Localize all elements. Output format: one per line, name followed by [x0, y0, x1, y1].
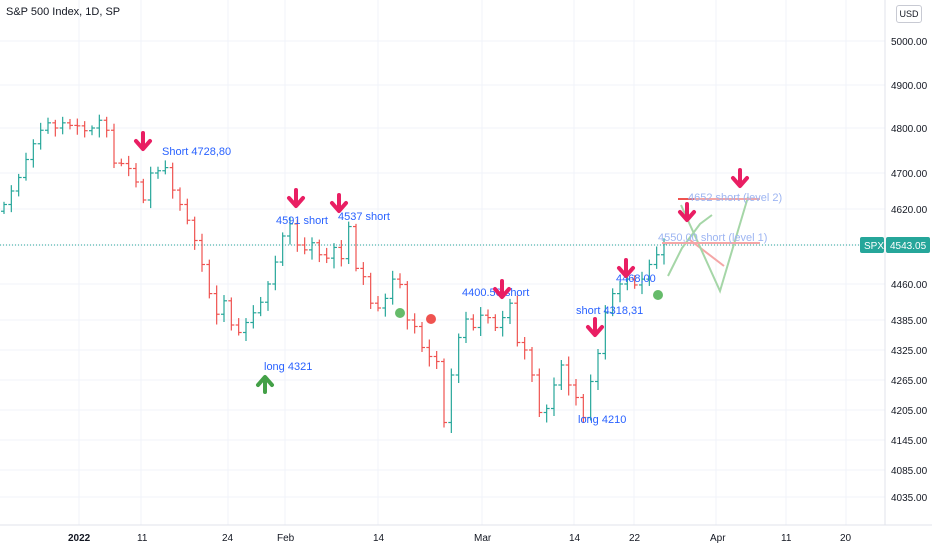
y-tick: 4700.00 — [891, 169, 928, 180]
y-tick: 5000.00 — [891, 37, 928, 48]
annotations: Short 4728,80 4591 short 4537 short long… — [162, 146, 782, 426]
symbol-badge-text: SPX — [864, 241, 884, 252]
x-tick: 2022 — [68, 533, 91, 544]
y-tick: 4900.00 — [891, 81, 928, 92]
arrow-down-icon — [586, 317, 604, 337]
signal-arrows — [134, 131, 749, 394]
y-tick: 4205.00 — [891, 406, 928, 417]
y-tick: 4800.00 — [891, 124, 928, 135]
grid-vertical — [78, 0, 847, 525]
green-dot-marker — [653, 290, 663, 300]
x-tick: Mar — [474, 533, 492, 544]
arrow-up-icon — [256, 375, 274, 394]
y-tick: 4620.00 — [891, 205, 928, 216]
x-tick: 11 — [781, 533, 792, 544]
x-tick: 11 — [137, 533, 148, 544]
x-axis-labels: 2022 11 24 Feb 14 Mar 14 22 Apr 11 20 — [68, 533, 852, 544]
annotation-label: 4400.50 short — [462, 287, 529, 299]
projection-drawing — [662, 196, 760, 294]
arrow-down-icon — [678, 202, 696, 222]
annotation-label: long 4321 — [264, 361, 312, 373]
last-price-text: 4543.05 — [890, 241, 927, 252]
y-tick: 4460.00 — [891, 280, 928, 291]
y-tick: 4035.00 — [891, 493, 928, 504]
last-price-badge: 4543.05 — [886, 237, 930, 253]
arrow-down-icon — [287, 188, 305, 208]
y-tick: 4265.00 — [891, 376, 928, 387]
annotation-label: 4537 short — [338, 211, 390, 223]
arrow-down-icon — [731, 168, 749, 188]
y-tick: 4385.00 — [891, 316, 928, 327]
annotation-label: short 4318,31 — [576, 305, 643, 317]
annotation-label: Short 4728,80 — [162, 146, 231, 158]
symbol-badge: SPX — [860, 237, 884, 253]
ohlc-bars — [1, 114, 667, 433]
y-tick: 4325.00 — [891, 346, 928, 357]
arrow-down-icon — [330, 193, 348, 213]
green-dot-marker — [395, 308, 405, 318]
y-tick: 4085.00 — [891, 466, 928, 477]
grid-horizontal — [0, 40, 885, 498]
annotation-label: 4550,00 short (level 1) — [658, 232, 767, 244]
y-axis-labels: 5000.00 4900.00 4800.00 4700.00 4620.00 … — [891, 37, 928, 504]
arrow-down-icon — [134, 131, 152, 151]
x-tick: 14 — [373, 533, 385, 544]
currency-button[interactable]: USD — [896, 5, 922, 23]
annotation-label: 4591 short — [276, 215, 328, 227]
red-dot-marker — [426, 314, 436, 324]
y-tick: 4145.00 — [891, 436, 928, 447]
x-tick: 22 — [629, 533, 641, 544]
arrow-down-icon — [617, 258, 635, 278]
arrow-down-icon — [493, 279, 511, 299]
x-tick: Apr — [710, 533, 726, 544]
annotation-label: 4468,00 — [616, 273, 656, 285]
x-tick: 14 — [569, 533, 581, 544]
x-tick: 20 — [840, 533, 852, 544]
chart-title: S&P 500 Index, 1D, SP — [6, 6, 121, 18]
annotation-label: 4652 short (level 2) — [688, 192, 782, 204]
annotation-label: long 4210 — [578, 414, 626, 426]
x-tick: Feb — [277, 533, 295, 544]
x-tick: 24 — [222, 533, 234, 544]
